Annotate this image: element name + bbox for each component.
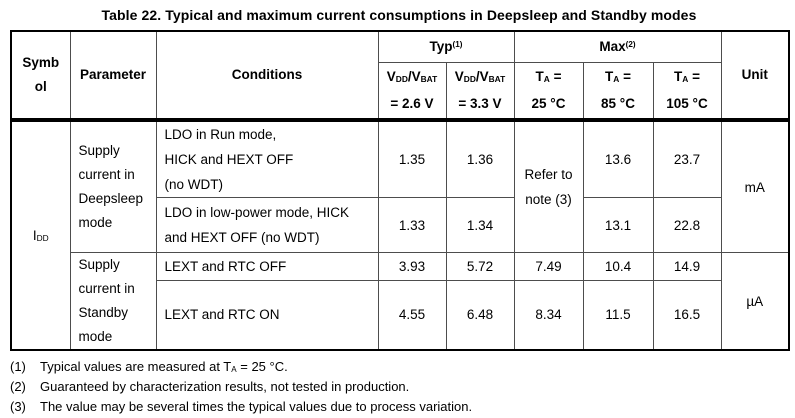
footnote-text: The value may be several times the typic…: [40, 399, 473, 414]
conditions-cell: LDO in low-power mode, HICK and HEXT OFF…: [155, 197, 379, 253]
conditions-cell: LEXT and RTC ON: [155, 279, 379, 351]
footnote-1: (1) Typical values are measured at TA = …: [10, 357, 795, 377]
voltage-value: = 3.3 V: [458, 96, 502, 112]
unit-ua-cell: µA: [720, 252, 790, 351]
idd-symbol: I: [32, 228, 37, 243]
subheader-ta-85: TA = 85 °C: [582, 61, 654, 122]
max-25c-note-cell: Refer to note (3): [513, 119, 584, 253]
col-header-typ-group: Typ(1): [377, 30, 515, 63]
col-header-max-group: Max(2): [513, 30, 722, 63]
max-85c-value: 13.6: [582, 119, 654, 198]
ta-label: TA =: [674, 69, 700, 85]
table-row: Supply current in Standby mode LEXT and …: [11, 252, 790, 351]
voltage-value: = 2.6 V: [390, 96, 434, 112]
parameter-deepsleep-cell: Supply current in Deepsleep mode: [69, 119, 157, 253]
max-note-ref: (2): [625, 39, 636, 49]
typ-label: Typ: [429, 38, 453, 54]
temperature-value: 85 °C: [601, 96, 635, 112]
temperature-value: 25 °C: [531, 96, 566, 112]
col-header-unit: Unit: [720, 30, 790, 122]
vdd-vbat-label: VDD/VBAT: [454, 69, 506, 85]
subheader-ta-105: TA = 105 °C: [652, 61, 722, 122]
max-105c-value: 14.9: [652, 252, 722, 281]
unit-ma-cell: mA: [720, 119, 790, 253]
max-85c-value: 11.5: [582, 279, 654, 351]
ta-label: TA =: [535, 69, 562, 85]
typ-note-ref: (1): [452, 39, 463, 49]
temperature-value: 105 °C: [666, 96, 708, 112]
table-row: LEXT and RTC ON 4.55 6.48 8.34 11.5 16.5: [11, 279, 789, 351]
conditions-cell: LDO in Run mode, HICK and HEXT OFF (no W…: [155, 119, 379, 198]
footnote-2: (2) Guaranteed by characterization resul…: [10, 377, 795, 397]
subheader-vdd-2v6: VDD/VBAT = 2.6 V: [377, 61, 447, 122]
table-row: IDD Supply current in Deepsleep mode LDO…: [10, 119, 790, 351]
max-105c-value: 22.8: [652, 197, 722, 253]
table-row: LDO in low-power mode, HICK and HEXT OFF…: [11, 197, 789, 253]
typ-2v6-value: 1.33: [377, 197, 447, 253]
typ-3v3-value: 1.36: [445, 119, 515, 198]
max-25c-value: 7.49: [513, 252, 584, 281]
current-consumption-table: Symb ol Parameter Conditions Typ(1) Max(…: [10, 30, 790, 351]
subheader-vdd-3v3: VDD/VBAT = 3.3 V: [445, 61, 515, 122]
footnotes: (1) Typical values are measured at TA = …: [10, 357, 795, 417]
typ-2v6-value: 4.55: [377, 279, 447, 351]
vdd-vbat-label: VDD/VBAT: [386, 69, 438, 85]
footnote-number: (2): [10, 379, 26, 394]
typ-3v3-value: 1.34: [445, 197, 515, 253]
typ-3v3-value: 5.72: [445, 252, 515, 281]
footnote-number: (1): [10, 359, 26, 374]
typ-3v3-value: 6.48: [445, 279, 515, 351]
page-title: Table 22. Typical and maximum current co…: [101, 7, 697, 23]
max-85c-value: 10.4: [582, 252, 654, 281]
subheader-ta-25: TA = 25 °C: [513, 61, 584, 122]
max-105c-value: 16.5: [652, 279, 722, 351]
header-row-subcolumns: VDD/VBAT = 2.6 V VDD/VBAT = 3.3 V TA = 2…: [11, 61, 789, 122]
col-header-parameter: Parameter: [69, 30, 157, 122]
ta-label: TA =: [605, 69, 631, 85]
footnote-3: (3) The value may be several times the t…: [10, 397, 795, 417]
max-85c-value: 13.1: [582, 197, 654, 253]
header-row-groups: Symb ol Parameter Conditions Typ(1) Max(…: [10, 30, 790, 122]
max-105c-value: 23.7: [652, 119, 722, 198]
footnote-text: Guaranteed by characterization results, …: [40, 379, 410, 394]
symbol-idd-cell: IDD: [10, 119, 71, 351]
parameter-standby-cell: Supply current in Standby mode: [69, 252, 157, 351]
footnote-number: (3): [10, 399, 26, 414]
footnote-text: Typical values are measured at TA = 25 °…: [40, 359, 288, 374]
max-25c-value: 8.34: [513, 279, 584, 351]
col-header-symbol: Symb ol: [10, 30, 71, 122]
col-header-conditions: Conditions: [155, 30, 379, 122]
typ-2v6-value: 1.35: [377, 119, 447, 198]
max-label: Max: [599, 38, 626, 54]
conditions-cell: LEXT and RTC OFF: [155, 252, 379, 281]
typ-2v6-value: 3.93: [377, 252, 447, 281]
